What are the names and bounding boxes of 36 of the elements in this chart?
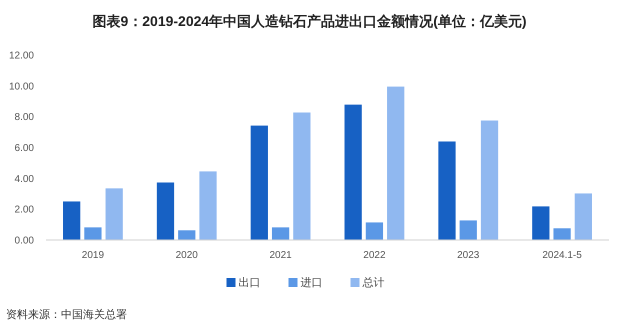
y-tick-label: 10.00 [8,81,34,92]
bar [438,141,456,240]
bar [366,222,384,240]
legend-label: 进口 [300,276,322,289]
y-tick-label: 4.00 [14,174,34,185]
chart-title: 图表9：2019-2024年中国人造钻石产品进出口金额情况(单位：亿美元) [92,13,527,29]
bar [574,193,592,240]
y-tick-label: 6.00 [14,143,34,154]
bar [178,230,196,240]
x-tick-label: 2021 [269,250,292,261]
bar [272,227,290,240]
bar [63,201,80,240]
x-tick-label: 2023 [457,250,480,261]
bar [199,171,217,240]
bar [156,182,174,240]
bar [250,126,268,240]
bar [553,228,571,240]
y-tick-label: 0.00 [14,236,34,246]
y-tick-label: 8.00 [14,112,34,124]
text: 资料来源：中国海关总署 [6,308,127,321]
x-tick-label: 2019 [82,250,104,261]
legend-label: 出口 [238,276,260,289]
bar [84,227,102,240]
y-tick-label: 12.00 [8,50,34,62]
bar [387,86,404,240]
legend-label: 总计 [362,276,384,289]
bar [532,206,550,240]
bar [480,120,498,240]
x-tick-label: 2020 [176,250,198,261]
x-tick-label: 2022 [363,250,386,261]
bar [293,112,310,240]
bar [106,188,123,240]
y-tick-label: 2.00 [14,204,34,216]
bar [344,104,362,240]
x-tick-label: 2024.1-5 [542,250,582,261]
bar [460,220,477,240]
